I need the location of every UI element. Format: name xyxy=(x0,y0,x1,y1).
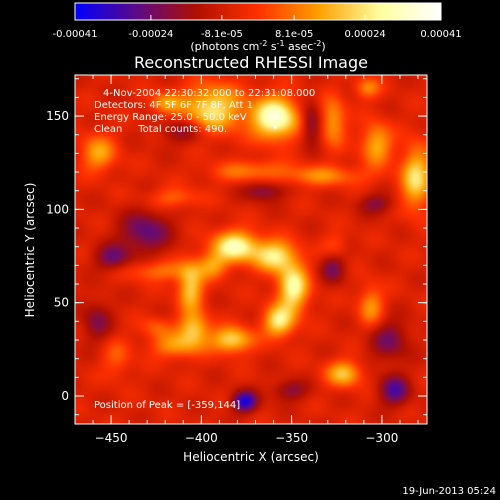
peak-marker xyxy=(273,125,277,129)
peak-point xyxy=(273,125,277,129)
plot-frame xyxy=(74,74,428,425)
colorbar-ticks: -0.00041 -0.00024 -8.1e-05 8.1e-05 0.00024 0.… xyxy=(53,2,462,40)
x-axis-tick-label: −450 xyxy=(95,431,128,445)
colorbar-tick-label: -8.1e-05 xyxy=(201,29,243,40)
colorbar-label: (photons cm-2 s-1 asec-2) xyxy=(190,39,325,53)
x-axis-tick-label: −300 xyxy=(365,431,398,445)
y-axis-tick-label: 0 xyxy=(61,389,69,403)
colorbar-tick-label: 0.00024 xyxy=(344,29,385,40)
chart-title: Reconstructed RHESSI Image xyxy=(134,53,368,72)
heatmap-image xyxy=(75,75,427,424)
y-axis-ticks: 0 50 100 150 xyxy=(46,78,427,416)
colorbar xyxy=(75,3,441,20)
footer-timestamp: 19-Jun-2013 05:24 xyxy=(402,486,496,497)
y-axis-tick-label: 50 xyxy=(54,296,69,310)
colorbar-tick-label: 8.1e-05 xyxy=(275,29,313,40)
annotation-energy-range: Energy Range: 25.0 - 50.0 keV xyxy=(94,112,247,123)
y-axis-tick-label: 150 xyxy=(46,109,69,123)
x-axis-tick-label: −400 xyxy=(185,431,218,445)
colorbar-tick-label: -0.00024 xyxy=(128,29,173,40)
annotation-clean-counts: Clean Total counts: 490. xyxy=(94,124,227,135)
colorbar-frame xyxy=(74,2,442,21)
y-axis-label: Heliocentric Y (arcsec) xyxy=(23,183,37,318)
colorbar-tick-label: 0.00041 xyxy=(420,29,461,40)
annotation-detectors: Detectors: 4F 5F 6F 7F 8F, Att 1 xyxy=(94,100,253,111)
colorbar-tick-label: -0.00041 xyxy=(53,29,98,40)
annotation-peak-position: Position of Peak = [-359,144] xyxy=(94,400,240,411)
annotation-time-range: 4-Nov-2004 22:30:32.000 to 22:31:08.000 xyxy=(103,88,315,99)
x-axis-ticks: −450 −400 −350 −300 xyxy=(74,75,419,445)
y-axis-tick-label: 100 xyxy=(46,202,69,216)
x-axis-label: Heliocentric X (arcsec) xyxy=(183,450,319,464)
x-axis-tick-label: −350 xyxy=(275,431,308,445)
